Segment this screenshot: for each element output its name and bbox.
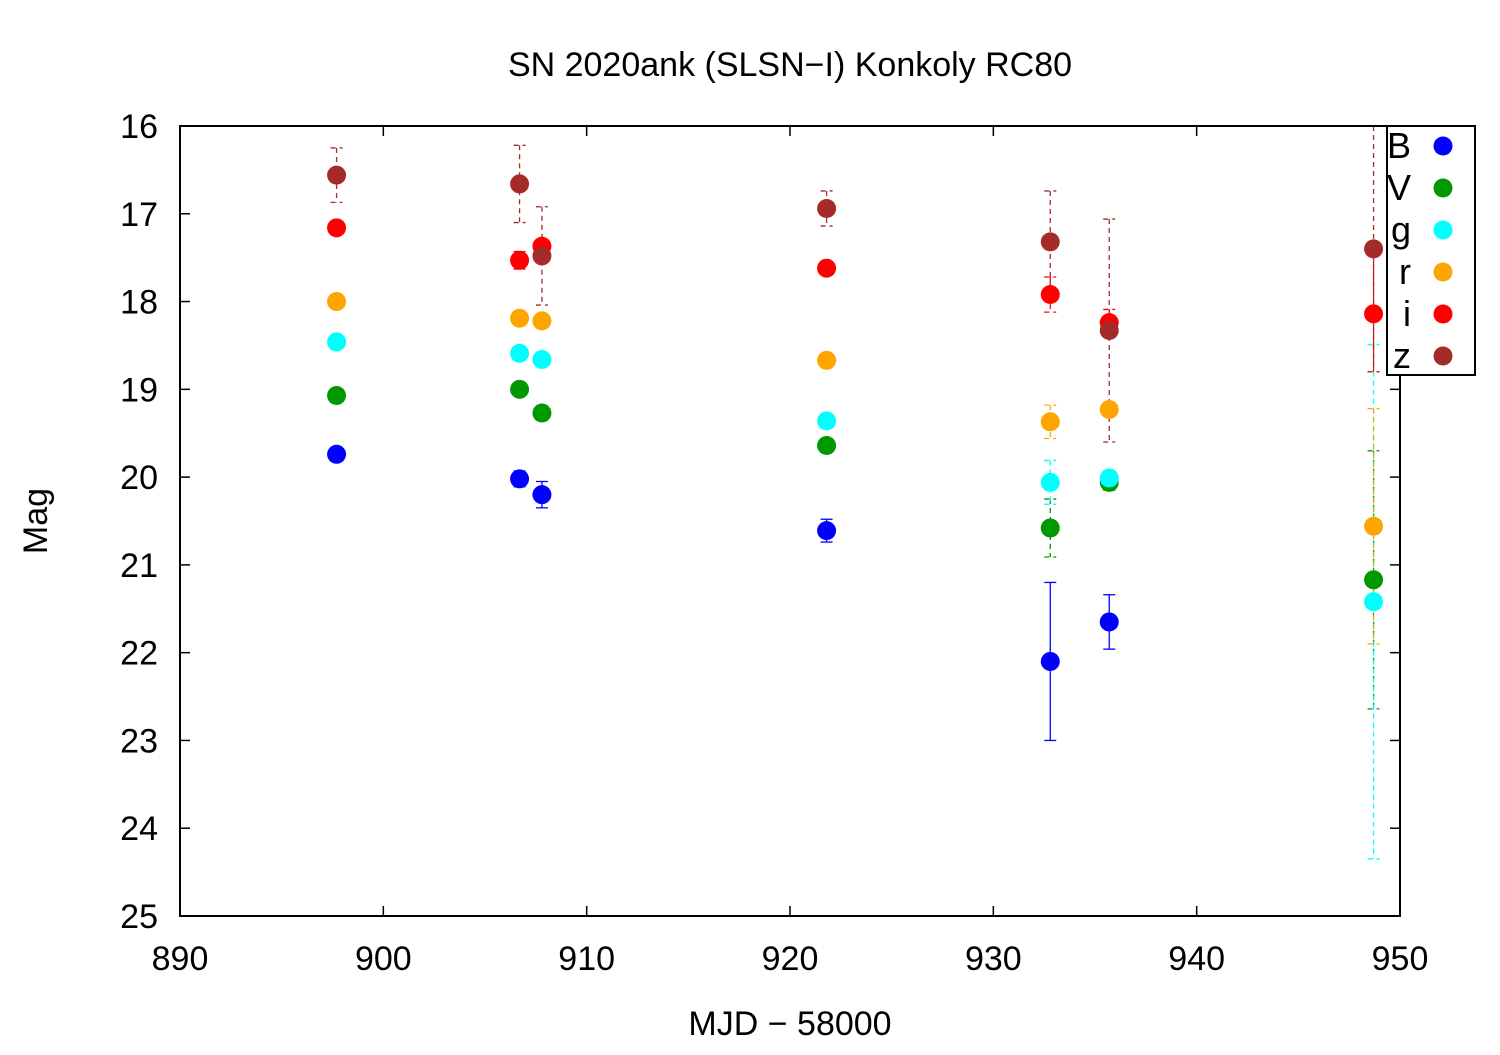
y-tick-label: 19 [120,371,158,409]
point-z [817,199,837,219]
point-z [1099,321,1119,341]
point-g [817,411,837,431]
point-V [1364,570,1384,590]
legend-marker-i [1433,304,1453,324]
point-z [1040,232,1060,252]
x-tick-label: 910 [558,940,615,978]
point-r [1099,400,1119,420]
y-tick-label: 17 [120,196,158,234]
point-i [510,250,530,270]
point-V [327,385,347,405]
point-V [1040,518,1060,538]
legend-label-z: z [1393,335,1411,376]
legend-label-B: B [1387,125,1411,166]
legend-box [1386,125,1476,376]
chart-title: SN 2020ank (SLSN−I) Konkoly RC80 [508,46,1072,84]
legend-marker-g [1433,220,1453,240]
point-i [1040,285,1060,305]
point-g [532,349,552,369]
data-points [327,165,1384,671]
point-V [510,379,530,399]
point-V [817,436,837,456]
point-r [532,311,552,331]
point-B [532,485,552,505]
y-tick-label: 21 [120,547,158,585]
legend-label-i: i [1403,293,1411,334]
x-tick-label: 950 [1372,940,1429,978]
y-tick-label: 22 [120,635,158,673]
point-B [327,444,347,464]
point-z [327,165,347,185]
point-z [1364,239,1384,259]
point-B [1099,612,1119,632]
legend-label-V: V [1387,167,1411,208]
legend-marker-r [1433,262,1453,282]
y-axis-ticks: 16 17 18 19 20 21 22 23 24 25 [120,108,1400,936]
point-r [1040,412,1060,432]
legend-marker-z [1433,346,1453,366]
x-tick-label: 920 [762,940,819,978]
x-axis-label: MJD − 58000 [688,1005,891,1043]
point-r [817,350,837,370]
point-g [327,332,347,352]
point-B [817,521,837,541]
y-tick-label: 18 [120,284,158,322]
y-tick-label: 23 [120,722,158,760]
point-r [1364,516,1384,536]
point-z [532,246,552,266]
x-tick-label: 930 [965,940,1022,978]
point-r [510,308,530,328]
y-tick-label: 16 [120,108,158,146]
x-tick-label: 900 [355,940,412,978]
point-r [327,292,347,312]
x-tick-label: 940 [1168,940,1225,978]
point-g [1364,592,1384,612]
point-V [532,403,552,423]
point-g [510,343,530,363]
point-i [817,258,837,278]
x-axis-ticks: 890 900 910 920 930 940 950 [152,126,1429,978]
point-i [1364,304,1384,324]
legend-label-r: r [1399,251,1411,292]
y-tick-label: 20 [120,459,158,497]
y-tick-label: 25 [120,898,158,936]
y-tick-label: 24 [120,810,158,848]
legend-label-g: g [1391,209,1411,250]
error-bars [330,125,1380,860]
legend-marker-V [1433,178,1453,198]
plot-frame [179,125,1401,917]
x-tick-label: 890 [152,940,209,978]
y-axis-label: Mag [17,488,55,554]
point-B [1040,651,1060,671]
point-z [510,174,530,194]
point-i [327,218,347,238]
point-B [510,469,530,489]
point-g [1099,468,1119,488]
point-g [1040,472,1060,492]
legend-marker-B [1433,136,1453,156]
